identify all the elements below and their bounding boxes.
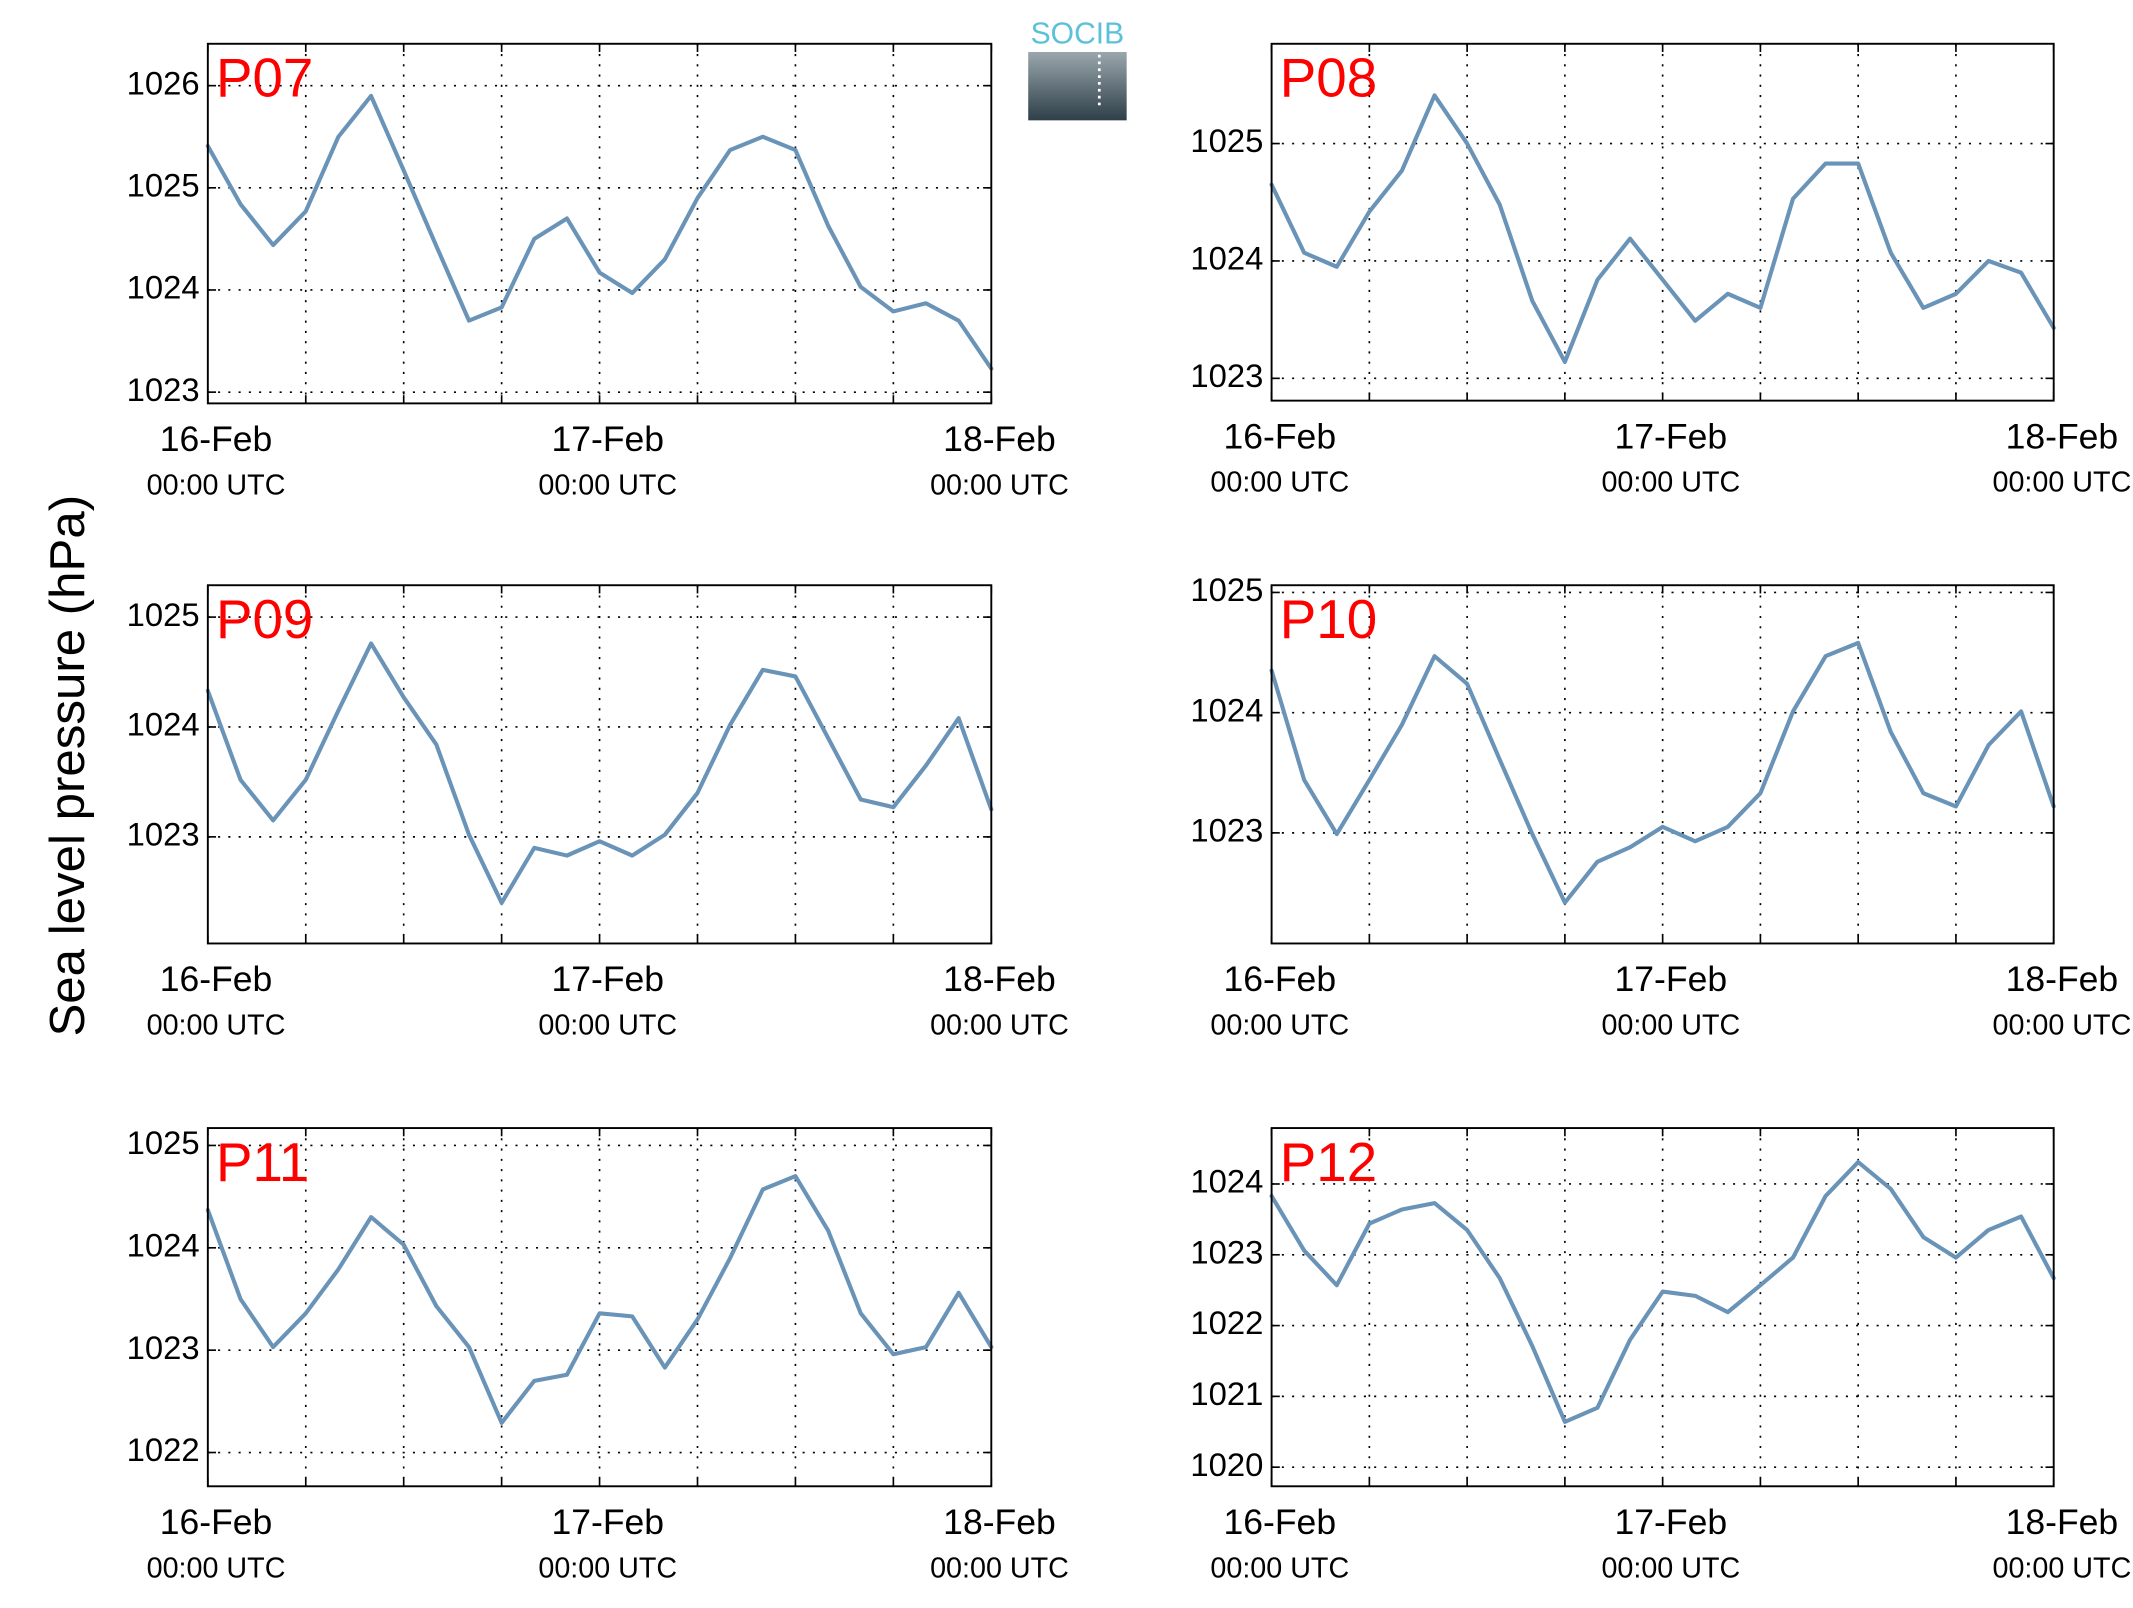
y-axis-label: Sea level pressure (hPa): [40, 495, 95, 1037]
x-tick-label: 17-Feb: [1615, 1502, 1728, 1542]
x-tick-sublabel: 00:00 UTC: [147, 469, 286, 501]
x-tick-label: 18-Feb: [943, 959, 1056, 999]
y-tick-label: 1022: [1190, 1304, 1263, 1341]
data-line: [1269, 93, 2056, 364]
x-tick-label: 18-Feb: [2006, 1502, 2119, 1542]
plot-frame: [206, 1127, 993, 1488]
subplot: 16-Feb 00:00 UTC 17-Feb 00:00 UTC 18-Feb 00:0…: [127, 1124, 1069, 1584]
x-tick-label: 16-Feb: [1223, 1502, 1336, 1542]
plot-frame: [1270, 42, 2055, 402]
x-tick-sublabel: 00:00 UTC: [538, 1009, 677, 1041]
data-line: [1269, 640, 2056, 905]
x-tick-sublabel: 00:00 UTC: [930, 1552, 1069, 1584]
y-tick-label: 1024: [127, 269, 200, 306]
x-tick-label: 18-Feb: [943, 1502, 1056, 1542]
x-tick-label: 17-Feb: [1615, 959, 1728, 999]
subplot: 16-Feb 00:00 UTC 17-Feb 00:00 UTC 18-Feb 00:0…: [1190, 1127, 2132, 1584]
data-line: [205, 641, 994, 905]
logo: SOCIB: [1028, 18, 1127, 121]
x-tick-sublabel: 00:00 UTC: [1601, 1552, 1740, 1584]
plot-frame: [1270, 584, 2055, 945]
subplot-title: P12: [1280, 1131, 1377, 1193]
x-tick-sublabel: 00:00 UTC: [1993, 467, 2132, 499]
y-tick-label: 1023: [1190, 357, 1263, 394]
y-tick-label: 1021: [1190, 1375, 1263, 1412]
data-line: [205, 1174, 994, 1425]
x-tick-sublabel: 00:00 UTC: [1601, 467, 1740, 499]
y-tick-label: 1026: [127, 64, 200, 101]
logo-text: SOCIB: [1031, 18, 1125, 51]
y-tick-label: 1025: [1190, 571, 1263, 608]
x-tick-label: 16-Feb: [160, 1502, 273, 1542]
x-tick-label: 16-Feb: [1223, 959, 1336, 999]
y-tick-label: 1024: [127, 1226, 200, 1263]
x-tick-sublabel: 00:00 UTC: [538, 1552, 677, 1584]
y-tick-label: 1023: [127, 816, 200, 853]
data-line: [1269, 1159, 2056, 1424]
x-tick-sublabel: 00:00 UTC: [538, 469, 677, 501]
y-tick-label: 1023: [1190, 812, 1263, 849]
plot-frame: [206, 42, 993, 405]
x-tick-sublabel: 00:00 UTC: [1993, 1009, 2132, 1041]
plot-frame: [1270, 1127, 2055, 1488]
logo-box: [1028, 51, 1127, 121]
subplot-title: P07: [216, 47, 313, 109]
subplot: 16-Feb 00:00 UTC 17-Feb 00:00 UTC 18-Feb 00:0…: [1190, 571, 2131, 1041]
subplot: 16-Feb 00:00 UTC 17-Feb 00:00 UTC 18-Feb 00:0…: [1190, 42, 2132, 499]
x-tick-label: 17-Feb: [551, 419, 664, 459]
y-tick-label: 1023: [1190, 1233, 1263, 1270]
x-tick-label: 16-Feb: [160, 959, 273, 999]
y-tick-label: 1024: [127, 706, 200, 743]
subplot-title: P08: [1280, 47, 1377, 109]
x-tick-label: 17-Feb: [551, 959, 664, 999]
x-tick-label: 17-Feb: [551, 1502, 664, 1542]
y-tick-label: 1023: [127, 1329, 200, 1366]
x-tick-sublabel: 00:00 UTC: [1601, 1009, 1740, 1041]
data-line: [205, 93, 994, 371]
x-tick-sublabel: 00:00 UTC: [930, 469, 1069, 501]
x-tick-label: 16-Feb: [160, 419, 273, 459]
x-tick-sublabel: 00:00 UTC: [1210, 1009, 1349, 1041]
x-tick-label: 16-Feb: [1223, 416, 1336, 456]
plot-frame: [206, 584, 993, 945]
y-tick-label: 1025: [127, 166, 200, 203]
y-tick-label: 1024: [1190, 691, 1263, 728]
y-tick-label: 1022: [127, 1431, 200, 1468]
y-tick-label: 1023: [127, 371, 200, 408]
x-tick-sublabel: 00:00 UTC: [147, 1009, 286, 1041]
x-tick-label: 18-Feb: [943, 419, 1056, 459]
y-tick-label: 1024: [1190, 1163, 1263, 1200]
x-tick-label: 17-Feb: [1615, 416, 1728, 456]
x-tick-sublabel: 00:00 UTC: [1210, 1552, 1349, 1584]
x-tick-sublabel: 00:00 UTC: [930, 1009, 1069, 1041]
x-tick-label: 18-Feb: [2006, 416, 2119, 456]
y-tick-label: 1024: [1190, 240, 1263, 277]
y-tick-label: 1020: [1190, 1446, 1263, 1483]
x-tick-label: 18-Feb: [2006, 959, 2119, 999]
subplot: 16-Feb 00:00 UTC 17-Feb 00:00 UTC 18-Feb 00:0…: [127, 584, 1069, 1041]
subplot-title: P11: [216, 1131, 309, 1193]
y-tick-label: 1025: [127, 596, 200, 633]
subplot-title: P10: [1280, 588, 1377, 650]
y-tick-label: 1025: [127, 1124, 200, 1161]
subplot-title: P09: [216, 588, 313, 650]
x-tick-sublabel: 00:00 UTC: [147, 1552, 286, 1584]
x-tick-sublabel: 00:00 UTC: [1993, 1552, 2132, 1584]
subplot: 16-Feb 00:00 UTC 17-Feb 00:00 UTC 18-Feb 00:0…: [127, 42, 1069, 501]
y-tick-label: 1025: [1190, 122, 1263, 159]
x-tick-sublabel: 00:00 UTC: [1210, 467, 1349, 499]
